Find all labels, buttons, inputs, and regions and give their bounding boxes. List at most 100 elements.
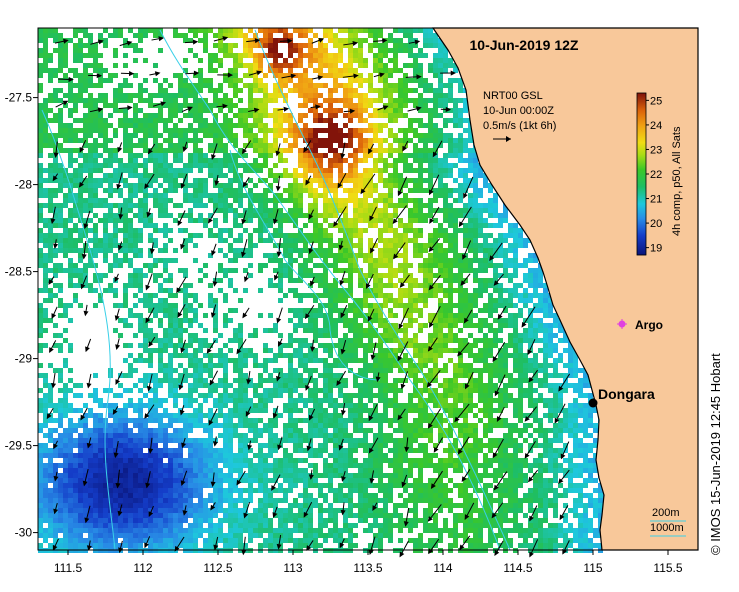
sst-cell: [418, 398, 423, 403]
sst-cell: [273, 108, 278, 113]
sst-cell: [513, 228, 518, 233]
sst-cell: [188, 183, 193, 188]
sst-cell: [278, 213, 283, 218]
sst-cell: [368, 28, 373, 33]
sst-cell: [278, 368, 283, 373]
sst-cell: [418, 268, 423, 273]
sst-cell: [208, 103, 213, 108]
sst-cell: [478, 268, 483, 273]
sst-cell: [493, 273, 498, 278]
sst-cell: [463, 203, 468, 208]
sst-cell: [363, 208, 368, 213]
sst-cell: [38, 373, 43, 378]
sst-cell: [98, 143, 103, 148]
sst-cell: [583, 383, 588, 388]
sst-cell: [513, 413, 518, 418]
sst-cell: [258, 43, 263, 48]
sst-cell: [183, 393, 188, 398]
sst-cell: [313, 98, 318, 103]
sst-cell: [453, 423, 458, 428]
sst-cell: [408, 98, 413, 103]
sst-cell: [528, 258, 533, 263]
sst-cell: [283, 28, 288, 33]
sst-cell: [303, 263, 308, 268]
sst-cell: [343, 68, 348, 73]
sst-cell: [538, 293, 543, 298]
sst-cell: [533, 413, 538, 418]
sst-cell: [93, 398, 98, 403]
sst-cell: [218, 83, 223, 88]
sst-cell: [68, 243, 73, 248]
sst-cell: [333, 268, 338, 273]
sst-cell: [513, 243, 518, 248]
sst-cell: [483, 303, 488, 308]
sst-cell: [38, 33, 43, 38]
sst-cell: [313, 273, 318, 278]
sst-cell: [333, 308, 338, 313]
sst-cell: [283, 38, 288, 43]
sst-cell: [368, 193, 373, 198]
sst-cell: [133, 403, 138, 408]
sst-cell: [203, 78, 208, 83]
sst-cell: [398, 298, 403, 303]
sst-cell: [263, 143, 268, 148]
sst-cell: [323, 53, 328, 58]
sst-cell: [73, 118, 78, 123]
sst-cell: [393, 393, 398, 398]
sst-cell: [388, 198, 393, 203]
sst-cell: [138, 343, 143, 348]
sst-cell: [163, 288, 168, 293]
sst-cell: [238, 28, 243, 33]
sst-cell: [483, 243, 488, 248]
sst-cell: [93, 128, 98, 133]
sst-cell: [93, 228, 98, 233]
sst-cell: [413, 28, 418, 33]
sst-cell: [463, 363, 468, 368]
sst-cell: [168, 198, 173, 203]
sst-cell: [328, 143, 333, 148]
sst-cell: [348, 288, 353, 293]
sst-cell: [138, 28, 143, 33]
sst-cell: [133, 278, 138, 283]
sst-cell: [128, 28, 133, 33]
sst-cell: [308, 168, 313, 173]
sst-cell: [398, 328, 403, 333]
sst-cell: [278, 388, 283, 393]
sst-cell: [168, 363, 173, 368]
sst-cell: [468, 303, 473, 308]
sst-cell: [418, 408, 423, 413]
sst-cell: [438, 248, 443, 253]
sst-cell: [528, 393, 533, 398]
sst-cell: [453, 143, 458, 148]
sst-cell: [218, 158, 223, 163]
sst-cell: [383, 68, 388, 73]
sst-cell: [233, 178, 238, 183]
sst-cell: [73, 103, 78, 108]
sst-cell: [238, 413, 243, 418]
sst-cell: [443, 118, 448, 123]
sst-cell: [63, 253, 68, 258]
sst-cell: [328, 103, 333, 108]
sst-cell: [558, 388, 563, 393]
sst-cell: [533, 368, 538, 373]
sst-cell: [73, 68, 78, 73]
sst-cell: [203, 28, 208, 33]
sst-cell: [588, 393, 593, 398]
sst-cell: [303, 128, 308, 133]
sst-cell: [558, 408, 563, 413]
sst-cell: [128, 353, 133, 358]
sst-cell: [298, 398, 303, 403]
sst-cell: [273, 283, 278, 288]
sst-cell: [503, 288, 508, 293]
sst-cell: [328, 343, 333, 348]
sst-cell: [148, 398, 153, 403]
sst-cell: [328, 293, 333, 298]
sst-cell: [458, 413, 463, 418]
sst-cell: [113, 393, 118, 398]
sst-cell: [488, 328, 493, 333]
sst-cell: [348, 318, 353, 323]
sst-cell: [493, 253, 498, 258]
sst-cell: [148, 238, 153, 243]
sst-cell: [308, 238, 313, 243]
sst-cell: [88, 78, 93, 83]
